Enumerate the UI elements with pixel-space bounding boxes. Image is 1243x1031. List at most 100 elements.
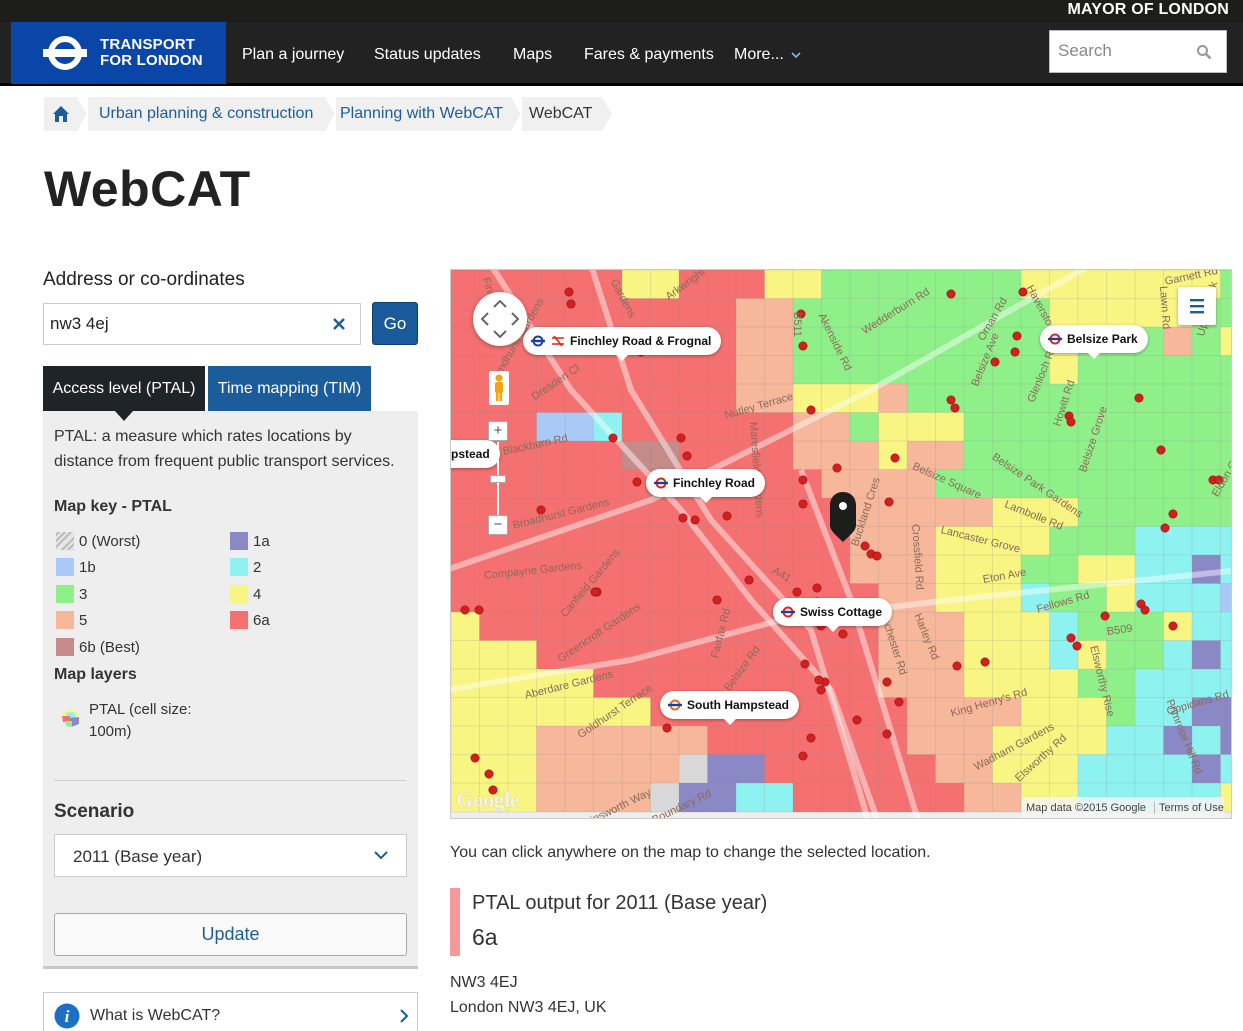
address-input[interactable] — [50, 313, 310, 335]
tab-access-level-ptal[interactable]: Access level (PTAL) — [43, 366, 205, 411]
update-button[interactable]: Update — [54, 913, 407, 956]
ptal-grid-cell — [963, 526, 994, 556]
search-icon[interactable] — [1196, 44, 1212, 60]
zoom-in-button[interactable]: + — [488, 421, 508, 441]
bus-stop-marker — [712, 595, 722, 605]
ptal-grid-cell — [1134, 668, 1165, 699]
mayor-of-london-link[interactable]: MAYOR OF LONDON — [1067, 1, 1229, 18]
bus-stop-marker — [1012, 331, 1022, 341]
ptal-grid-cell — [678, 754, 709, 784]
nav-plan-a-journey[interactable]: Plan a journey — [242, 46, 345, 63]
ptal-grid-cell — [1220, 583, 1231, 613]
breadcrumb-planning-with-webcat[interactable]: Planning with WebCAT — [336, 97, 512, 131]
layers-icon[interactable] — [60, 708, 82, 728]
bus-stop-marker — [798, 475, 808, 485]
underground-roundel-icon — [654, 477, 668, 489]
nav-maps[interactable]: Maps — [513, 46, 553, 63]
ptal-grid-cell — [935, 583, 965, 613]
ptal-grid-cell — [678, 298, 709, 328]
station-swiss-cottage[interactable]: Swiss Cottage — [773, 598, 893, 632]
bus-stop-marker — [798, 499, 808, 509]
ptal-grid-cell — [849, 469, 880, 499]
ptal-grid-cell — [1020, 497, 1051, 528]
location-pin-icon[interactable] — [829, 491, 857, 543]
station-south-hampstead[interactable]: South Hampstead — [660, 691, 800, 725]
ptal-grid-cell — [451, 611, 481, 642]
ptal-grid-cell — [963, 497, 994, 528]
station-finchley-road-frognal[interactable]: Finchley Road & Frognal — [523, 327, 722, 361]
ptal-grid-cell — [992, 497, 1022, 528]
nav-more[interactable]: More... — [734, 46, 801, 64]
bus-stop-marker — [590, 587, 600, 597]
map-pan-control[interactable] — [473, 292, 527, 346]
bus-stop-marker — [1018, 287, 1028, 297]
swatch-4 — [230, 585, 248, 603]
search-input[interactable] — [1058, 40, 1188, 62]
ptal-grid-cell — [1163, 640, 1193, 670]
ptal-map[interactable]: Finchley Road Arkwright Gardens Wedderbu… — [450, 269, 1232, 819]
ptal-grid-cell — [935, 782, 965, 813]
rail-icon — [552, 335, 564, 347]
ptal-grid-cell — [1163, 440, 1193, 471]
ptal-grid-cell — [451, 469, 481, 499]
clear-icon[interactable] — [332, 317, 346, 331]
scenario-select[interactable]: 2011 (Base year) — [54, 834, 407, 877]
ptal-grid-cell — [1106, 497, 1136, 528]
ptal-grid-cell — [479, 725, 509, 756]
ptal-grid-cell — [878, 298, 908, 328]
map-menu-button[interactable] — [1178, 287, 1216, 325]
ptal-grid-cell — [1163, 326, 1193, 357]
nav-status-updates[interactable]: Status updates — [374, 46, 481, 63]
ptal-grid-cell — [992, 640, 1022, 670]
swatch-6a — [230, 611, 248, 629]
tab-time-mapping-tim[interactable]: Time mapping (TIM) — [208, 366, 371, 411]
bus-stop-marker — [1160, 523, 1170, 533]
ptal-grid-cell — [1106, 583, 1136, 613]
ptal-grid-cell — [1134, 497, 1165, 528]
ptal-grid-cell — [878, 640, 908, 670]
logo-text: TRANSPORT FOR LONDON — [100, 36, 203, 69]
ptal-grid-cell — [1191, 668, 1222, 699]
ptal-grid-cell — [792, 355, 823, 385]
ptal-grid-cell — [1106, 298, 1136, 328]
zoom-slider-handle[interactable] — [490, 475, 506, 483]
ptal-grid-cell — [963, 697, 994, 727]
scenario-title: Scenario — [54, 801, 135, 822]
ptal-grid-cell — [878, 754, 908, 784]
nav-fares-payments[interactable]: Fares & payments — [584, 46, 714, 63]
what-is-webcat-link[interactable]: i What is WebCAT? — [43, 992, 418, 1031]
ptal-grid-cell — [992, 782, 1022, 813]
ptal-grid-cell — [564, 611, 595, 642]
station-belsize-park[interactable]: Belsize Park — [1040, 325, 1148, 359]
ptal-grid-cell — [1134, 611, 1165, 642]
divider — [54, 780, 406, 781]
map-key-title: Map key - PTAL — [54, 498, 172, 515]
breadcrumb-urban-planning[interactable]: Urban planning & construction — [88, 97, 326, 131]
ptal-grid-cell — [507, 526, 538, 556]
breadcrumb-home[interactable] — [44, 97, 78, 131]
go-button[interactable]: Go — [372, 302, 418, 345]
ptal-grid-cell — [564, 754, 595, 784]
ptal-grid-cell — [650, 754, 680, 784]
address-box — [43, 303, 361, 345]
ptal-grid-cell — [878, 782, 908, 813]
station-partial[interactable]: pstead — [451, 440, 500, 468]
station-finchley-road[interactable]: Finchley Road — [646, 469, 766, 503]
ptal-grid-cell — [906, 326, 937, 357]
ptal-grid-cell — [849, 440, 880, 471]
street-view-pegman-icon[interactable] — [489, 371, 509, 405]
terms-of-use-link[interactable]: Terms of Use — [1154, 802, 1224, 814]
zoom-out-button[interactable]: − — [488, 515, 508, 535]
ptal-grid-cell — [1220, 668, 1231, 699]
ptal-grid-cell — [821, 725, 851, 756]
road-line — [451, 270, 1089, 572]
ptal-grid-cell — [849, 383, 880, 414]
ptal-grid-cell — [849, 526, 880, 556]
what-is-webcat-label: What is WebCAT? — [90, 1007, 221, 1024]
ptal-grid-cell — [564, 355, 595, 385]
ptal-grid-cell — [735, 725, 766, 756]
tfl-logo[interactable]: TRANSPORT FOR LONDON — [11, 22, 226, 84]
ptal-grid-cell — [507, 270, 538, 300]
ptal-grid-cell — [764, 355, 794, 385]
hatched-swatch — [56, 532, 74, 550]
